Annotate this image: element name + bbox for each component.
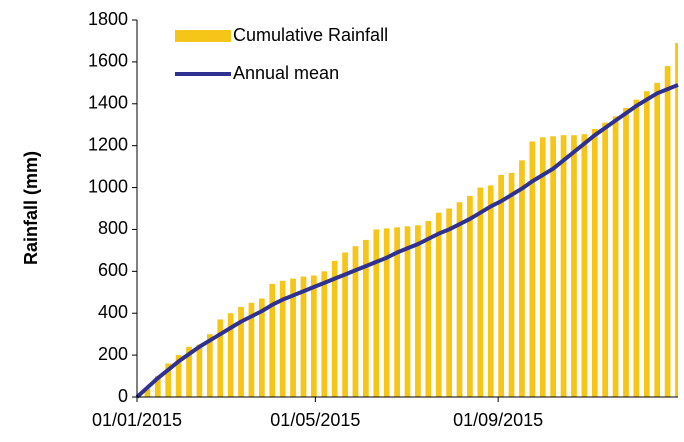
bar [248, 302, 255, 397]
bar [227, 313, 234, 397]
y-tick-label: 600 [98, 260, 128, 280]
bar [529, 141, 536, 397]
bar [623, 107, 629, 397]
bar [498, 174, 504, 397]
line [135, 83, 679, 399]
bar [258, 298, 265, 397]
legend-label: Annual mean [233, 63, 339, 83]
y-tick-label: 800 [98, 218, 128, 238]
bar [519, 160, 525, 397]
bar [425, 221, 432, 397]
x-tick-label: 01/05/2015 [270, 410, 360, 430]
bar [175, 355, 182, 397]
bar [394, 227, 400, 397]
y-tick-label: 1800 [88, 9, 128, 29]
bar [571, 135, 577, 397]
bar [539, 137, 546, 398]
bar [352, 246, 359, 397]
bar [591, 128, 598, 397]
bar [664, 66, 671, 398]
bar [238, 306, 244, 397]
bar [581, 134, 588, 397]
y-tick-label: 1200 [88, 134, 128, 154]
bar [602, 122, 609, 397]
bar [477, 187, 484, 397]
bar [675, 43, 678, 398]
bar [144, 388, 151, 397]
bar [300, 276, 307, 397]
bar [269, 283, 276, 397]
bar [487, 185, 494, 397]
y-axis-label: Rainfall (mm) [21, 151, 41, 265]
bar [550, 136, 557, 397]
bar [373, 229, 380, 397]
bar [363, 239, 369, 397]
bar [508, 172, 515, 397]
x-tick-label: 01/09/2015 [453, 410, 543, 430]
bar [654, 82, 661, 397]
bar [435, 212, 442, 397]
bar [331, 260, 338, 397]
bar [456, 202, 463, 397]
y-tick-label: 0 [118, 386, 128, 406]
bar [404, 226, 411, 397]
bar [217, 319, 224, 397]
legend-label: Cumulative Rainfall [233, 25, 388, 45]
y-tick-label: 1600 [88, 51, 128, 71]
bar [206, 334, 213, 397]
bar [446, 208, 452, 397]
y-tick-label: 200 [98, 344, 128, 364]
legend-swatch [175, 30, 231, 42]
y-tick-label: 400 [98, 302, 128, 322]
x-tick-label: 01/01/2015 [92, 410, 182, 430]
bar [383, 228, 390, 397]
y-tick-label: 1400 [88, 93, 128, 113]
bar [186, 346, 192, 397]
bar [279, 280, 286, 397]
bar [196, 344, 203, 397]
bar [415, 225, 421, 397]
bar [560, 135, 567, 397]
bar [321, 271, 328, 397]
bar [342, 252, 348, 397]
bar [165, 363, 172, 397]
bar [612, 116, 619, 397]
bar [633, 99, 640, 397]
y-tick-label: 1000 [88, 176, 128, 196]
bar [290, 278, 296, 397]
bar [467, 195, 473, 397]
bar [643, 91, 650, 397]
bar [311, 275, 317, 397]
bar [154, 376, 161, 397]
